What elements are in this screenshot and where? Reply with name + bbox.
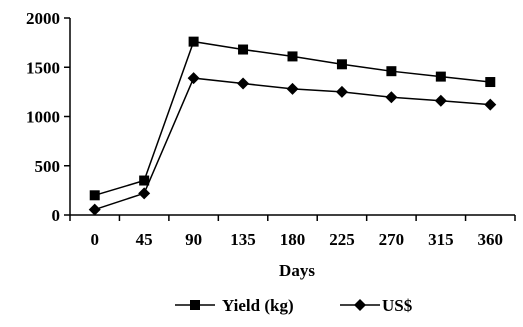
data-point-usd	[385, 91, 398, 104]
data-point-usd	[88, 203, 101, 216]
y-tick-label: 2000	[26, 9, 60, 28]
x-tick-label: 360	[478, 230, 504, 249]
data-point-yield	[287, 51, 298, 62]
data-point-usd	[335, 85, 348, 98]
y-tick-label: 1500	[26, 58, 60, 77]
x-tick-label: 270	[379, 230, 405, 249]
y-tick-label: 1000	[26, 108, 60, 127]
data-point-usd	[138, 187, 151, 200]
data-point-yield	[485, 77, 496, 88]
legend-item-yield: Yield (kg)	[175, 296, 294, 315]
y-axis: 0 500 1000 1500 2000	[26, 9, 71, 225]
data-point-usd	[237, 77, 250, 90]
data-point-yield	[188, 36, 199, 47]
legend-label-yield: Yield (kg)	[222, 296, 294, 315]
legend: Yield (kg) US$	[175, 296, 413, 315]
x-tick-label: 225	[329, 230, 355, 249]
data-point-yield	[386, 66, 397, 77]
x-tick-label: 90	[185, 230, 202, 249]
data-point-usd	[434, 94, 447, 107]
data-point-yield	[336, 59, 347, 70]
data-point-yield	[89, 190, 100, 201]
x-tick-label: 180	[280, 230, 306, 249]
legend-diamond-marker	[354, 299, 366, 311]
legend-item-usd: US$	[340, 296, 413, 315]
data-point-yield	[139, 175, 150, 186]
x-tick-label: 0	[90, 230, 99, 249]
data-point-yield	[238, 44, 249, 55]
data-point-usd	[484, 98, 497, 111]
series-line-yield	[94, 40, 491, 197]
series-layer	[88, 36, 497, 216]
x-axis: 0 45 90 135 180 225 270 315 360	[69, 214, 516, 249]
y-tick-label: 500	[35, 157, 61, 176]
data-point-yield	[435, 71, 446, 82]
x-tick-label: 315	[428, 230, 454, 249]
x-tick-label: 45	[136, 230, 153, 249]
data-point-usd	[187, 72, 200, 85]
legend-square-marker	[190, 300, 200, 310]
y-tick-label: 0	[52, 206, 61, 225]
x-axis-title: Days	[279, 261, 315, 280]
data-point-usd	[286, 82, 299, 95]
legend-label-usd: US$	[382, 296, 413, 315]
x-tick-label: 135	[230, 230, 256, 249]
series-line-usd	[94, 77, 491, 211]
